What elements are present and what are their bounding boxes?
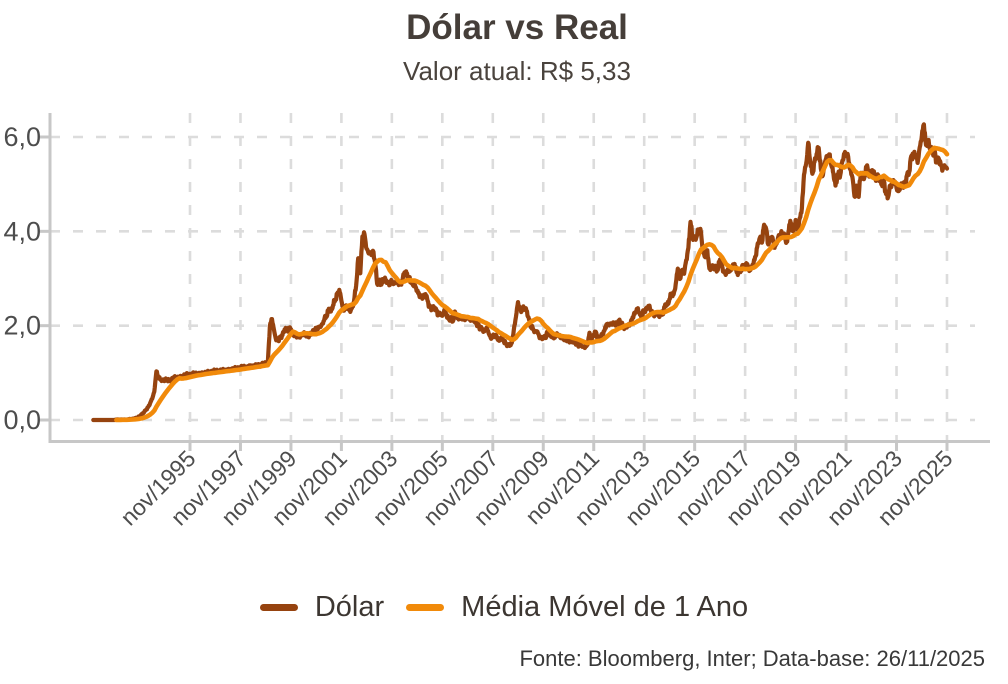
legend-label-dolar: Dólar: [314, 591, 385, 623]
legend-item-dolar: Dólar: [259, 591, 385, 624]
legend-item-media-movel: Média Móvel de 1 Ano: [406, 591, 748, 624]
y-tick-label: 2,0: [3, 311, 41, 341]
media-movel-line-swatch: [406, 604, 445, 611]
dolar-line: [91, 122, 950, 423]
chart-subtitle: Valor atual: R$ 5,33: [403, 56, 631, 87]
source-note: Fonte: Bloomberg, Inter; Data-base: 26/1…: [519, 646, 985, 671]
chart-header: Dólar vs Real Valor atual: R$ 5,33: [0, 8, 1008, 87]
y-tick-label: 6,0: [3, 122, 41, 152]
chart-title: Dólar vs Real: [406, 8, 628, 47]
media-movel-line: [114, 145, 950, 423]
y-tick-label: 4,0: [3, 216, 41, 246]
dolar-line-swatch: [259, 604, 298, 611]
legend: Dólar Média Móvel de 1 Ano: [0, 591, 1008, 624]
y-tick-label: 0,0: [3, 405, 41, 435]
legend-label-media-movel: Média Móvel de 1 Ano: [461, 591, 749, 623]
